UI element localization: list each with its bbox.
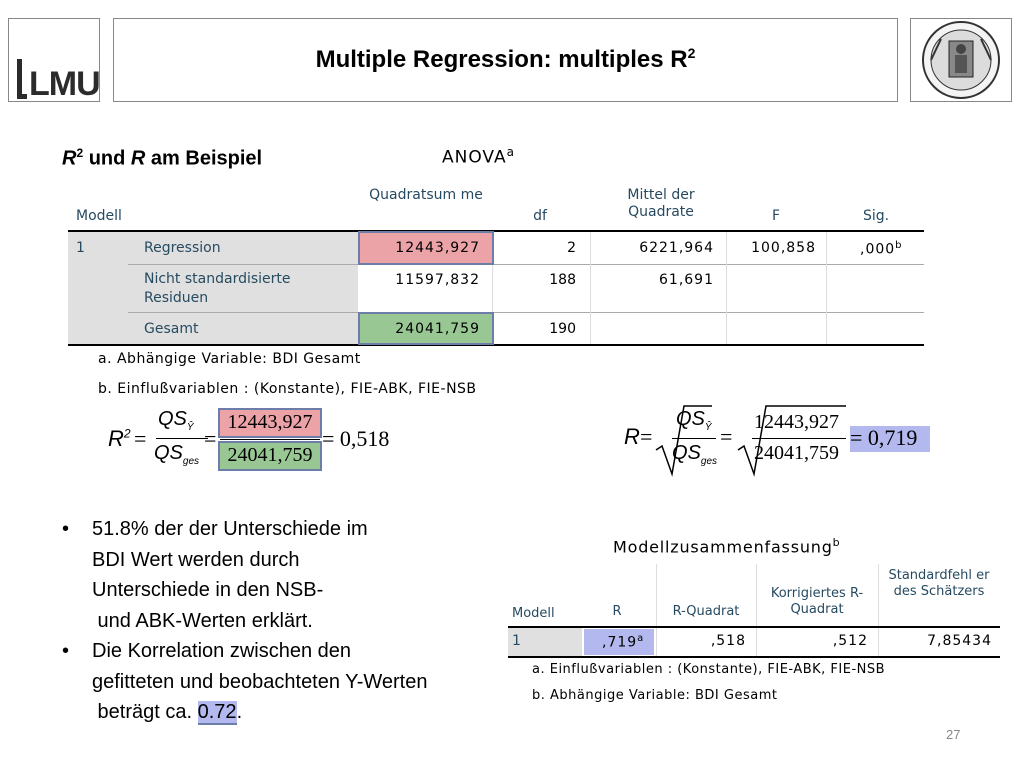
lmu-logo: LMU bbox=[8, 18, 101, 103]
sqrt-sign-icon bbox=[655, 405, 712, 477]
modell-row-se: 7,85434 bbox=[927, 633, 992, 649]
anova-regression-f: 100,858 bbox=[751, 240, 816, 256]
lmu-logo-text: LMU bbox=[29, 65, 101, 103]
formula-r2-lhs: R2 bbox=[108, 426, 131, 451]
formula-r2-eq2: = bbox=[204, 426, 217, 451]
anova-label-area bbox=[68, 232, 358, 344]
anova-regression-qs: 12443,927 bbox=[395, 240, 480, 256]
formula-r-num-value: 12443,927 bbox=[754, 411, 839, 433]
bullet-item-2: Die Korrelation zwischen den gefitteten … bbox=[62, 636, 502, 728]
anova-regression-df: 2 bbox=[567, 240, 576, 256]
formula-r2-den: QSges bbox=[154, 442, 200, 467]
anova-residuen-mq: 61,691 bbox=[659, 272, 714, 288]
formula-r-lhs: R bbox=[624, 424, 640, 449]
modell-footnote-a: a. Einflußvariablen : (Konstante), FIE-A… bbox=[532, 662, 886, 677]
formula-r-result: = 0,719 bbox=[850, 425, 918, 450]
anova-row-gesamt-label: Gesamt bbox=[144, 321, 199, 337]
anova-gesamt-df: 190 bbox=[549, 321, 576, 337]
title-bar: Multiple Regression: multiples R2 bbox=[113, 18, 898, 102]
anova-header-df: df bbox=[533, 208, 547, 224]
formula-r-eq1: = bbox=[640, 424, 653, 449]
anova-row-residuen-label: Nicht standardisierte Residuen bbox=[144, 271, 291, 306]
formula-r2-result: = 0,518 bbox=[322, 426, 390, 451]
formula-r-den: QSges bbox=[672, 442, 718, 467]
formula-r2-den-highlight bbox=[218, 441, 322, 471]
page-title: Multiple Regression: multiples R2 bbox=[315, 45, 696, 73]
formula-r-result-highlight bbox=[850, 426, 930, 452]
modell-title: Modellzusammenfassungb bbox=[613, 536, 841, 557]
formula-r-eq2: = bbox=[720, 424, 733, 449]
formula-r-den-value: 24041,759 bbox=[754, 442, 839, 464]
modell-col-modell: Modell bbox=[512, 606, 555, 621]
anova-footnote-a: a. Abhängige Variable: BDI Gesamt bbox=[98, 351, 361, 367]
anova-model-number: 1 bbox=[76, 240, 85, 256]
modell-col-r2: R-Quadrat bbox=[672, 604, 740, 619]
anova-residuen-df: 188 bbox=[549, 272, 576, 288]
bullet-list: 51.8% der der Unterschiede im BDI Wert w… bbox=[62, 514, 502, 728]
university-seal bbox=[910, 18, 1012, 102]
bullet-item-1: 51.8% der der Unterschiede im BDI Wert w… bbox=[62, 514, 502, 636]
modell-header: Modell R R-Quadrat Korrigiertes R-Quadra… bbox=[508, 564, 1000, 628]
formula-r: R = QSŶ QSges = 12443,927 24041,759 = 0,… bbox=[624, 404, 944, 478]
modell-r-highlight bbox=[584, 629, 654, 655]
qs-gesamt-highlight bbox=[358, 312, 494, 345]
modell-row-r2-adj: ,512 bbox=[832, 633, 868, 649]
correlation-value-highlight: 0.72 bbox=[197, 701, 237, 725]
anova-header-mq: Mittel der Quadrate bbox=[627, 187, 695, 220]
modell-col-r2-adj: Korrigiertes R-Quadrat bbox=[770, 586, 864, 617]
modell-col-r: R bbox=[612, 604, 622, 619]
modell-row-model: 1 bbox=[512, 633, 521, 649]
lmu-logo-mark bbox=[17, 59, 27, 99]
anova-header-modell: Modell bbox=[76, 208, 122, 224]
modell-footnote-b: b. Abhängige Variable: BDI Gesamt bbox=[532, 688, 778, 703]
formula-r2-eq1: = bbox=[134, 426, 147, 451]
page-number: 27 bbox=[946, 727, 961, 742]
anova-title: ANOVAa bbox=[442, 145, 515, 168]
anova-header: Modell Quadratsum me df Mittel der Quadr… bbox=[68, 182, 924, 232]
anova-row-regression-label: Regression bbox=[144, 240, 221, 256]
seal-icon bbox=[922, 21, 1000, 99]
formula-r2-num-highlight bbox=[218, 408, 322, 438]
modell-row-r: ,719a bbox=[602, 633, 645, 651]
modell-row-label-bg bbox=[508, 628, 582, 656]
qs-regression-highlight bbox=[358, 231, 494, 265]
modell-row-r2: ,518 bbox=[710, 633, 746, 649]
anova-residuen-qs: 11597,832 bbox=[395, 272, 480, 288]
formula-r2-den-value: 24041,759 bbox=[227, 444, 313, 466]
modell-row: 1 ,719a ,518 ,512 7,85434 bbox=[508, 628, 1000, 658]
formula-r2-num: QSŶ bbox=[158, 408, 194, 433]
anova-footnote-b: b. Einflußvariablen : (Konstante), FIE-A… bbox=[98, 381, 477, 397]
modell-col-se: Standardfehl er des Schätzers bbox=[888, 568, 990, 599]
anova-header-sig: Sig. bbox=[862, 208, 890, 224]
anova-body: 1 Regression Nicht standardisierte Resid… bbox=[68, 231, 924, 346]
formula-r2: R2 = QSŶ QSges = 12443,927 24041,759 = 0… bbox=[108, 406, 408, 476]
formula-r-num: QSŶ bbox=[676, 408, 712, 433]
anova-gesamt-qs: 24041,759 bbox=[395, 321, 480, 337]
sqrt-sign-icon-2 bbox=[737, 405, 846, 477]
anova-header-f: F bbox=[771, 208, 781, 224]
anova-regression-mq: 6221,964 bbox=[639, 240, 714, 256]
anova-header-qs: Quadratsum me bbox=[369, 187, 483, 203]
section-heading: R2 und R am Beispiel bbox=[62, 146, 263, 170]
formula-r2-num-value: 12443,927 bbox=[227, 411, 313, 433]
anova-regression-sig: ,000b bbox=[860, 240, 903, 258]
